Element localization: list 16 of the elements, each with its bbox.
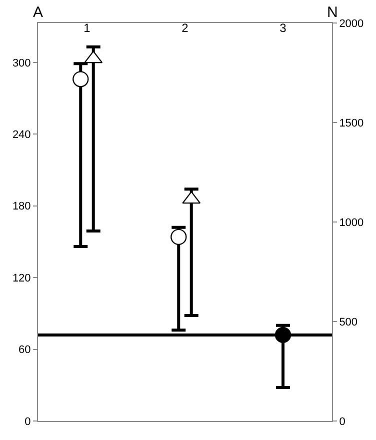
y2-tick-label: 500 [339, 316, 358, 328]
y-tick-label: 0 [24, 416, 31, 428]
y2-tick-label: 2000 [339, 18, 364, 30]
y-tick-label: 240 [12, 129, 31, 141]
y-tick-label: 300 [12, 57, 31, 70]
y-tick-label: 60 [18, 344, 31, 356]
y2-tick-label: 1000 [339, 216, 364, 229]
y2-axis-title: N [327, 4, 338, 21]
y-axis-title: A [33, 4, 44, 21]
x-tick-label: 2 [182, 21, 189, 35]
x-tick-label: 1 [84, 21, 91, 35]
y-tick-label: 120 [12, 272, 31, 284]
y2-tick-label: 0 [339, 416, 346, 428]
y2-tick-label: 1500 [339, 117, 364, 130]
x-tick-label: 3 [280, 21, 287, 35]
y-tick-label: 180 [12, 200, 31, 213]
